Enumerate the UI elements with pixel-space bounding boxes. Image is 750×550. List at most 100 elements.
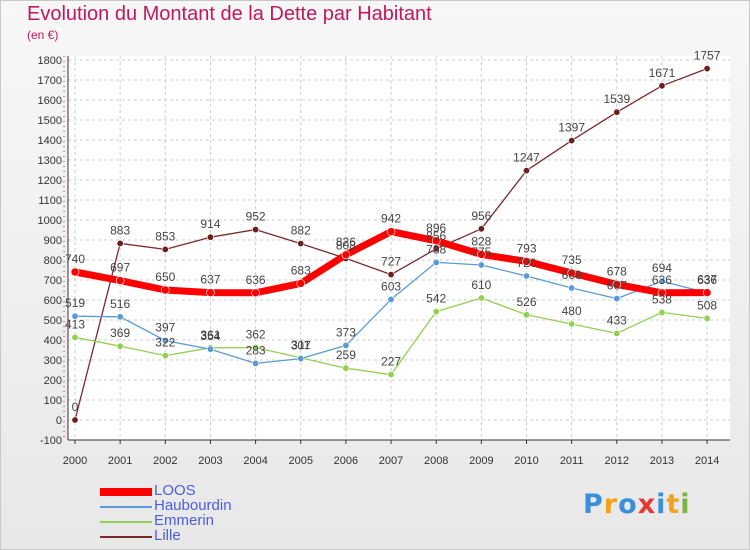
data-point-haubourdin <box>297 355 305 363</box>
data-label-haubourdin: 607 <box>607 279 627 293</box>
x-tick-label: 2002 <box>153 455 177 467</box>
data-label-lille: 856 <box>426 229 446 243</box>
data-point-lille <box>703 65 711 73</box>
data-label-loos: 636 <box>652 273 672 287</box>
data-point-lille <box>206 233 214 241</box>
logo-letter: r <box>603 489 619 520</box>
y-tick-label: 500 <box>44 315 62 327</box>
data-label-haubourdin: 516 <box>110 297 130 311</box>
data-label-loos: 637 <box>200 273 220 287</box>
data-point-loos <box>70 267 80 277</box>
x-tick-label: 2008 <box>424 455 448 467</box>
data-label-haubourdin: 519 <box>65 296 85 310</box>
data-point-emmerin <box>477 294 485 302</box>
data-point-loos <box>702 288 712 297</box>
x-tick-label: 2009 <box>469 455 493 467</box>
data-point-haubourdin <box>161 337 169 345</box>
data-point-lille <box>613 108 621 116</box>
legend-swatch-haubourdin <box>100 506 152 508</box>
data-label-loos: 650 <box>155 270 175 284</box>
data-label-loos: 896 <box>426 221 446 235</box>
y-tick-label: 200 <box>44 375 62 387</box>
y-tick-label: 900 <box>44 235 62 247</box>
logo-letter: i <box>680 489 691 520</box>
data-label-lille: 0 <box>72 400 79 414</box>
data-label-loos: 740 <box>65 252 85 266</box>
x-tick-label: 2001 <box>108 455 132 467</box>
data-label-lille: 952 <box>246 210 266 224</box>
data-point-lille <box>71 416 79 424</box>
y-tick-label: -100 <box>40 435 62 447</box>
data-point-lille <box>432 245 440 253</box>
legend-label-emmerin: Emmerin <box>154 512 215 529</box>
data-label-lille: 808 <box>336 238 356 252</box>
data-point-loos <box>612 280 622 289</box>
data-point-lille <box>568 137 576 145</box>
data-label-emmerin: 227 <box>381 355 401 369</box>
y-tick-label: 700 <box>44 275 62 287</box>
data-point-haubourdin <box>71 312 79 320</box>
x-tick-label: 2014 <box>695 455 719 467</box>
data-point-loos <box>115 276 125 285</box>
data-point-haubourdin <box>568 284 576 292</box>
data-label-lille: 1397 <box>558 121 585 135</box>
data-point-haubourdin <box>252 359 260 367</box>
y-tick-label: 1300 <box>38 155 62 167</box>
x-tick-label: 2006 <box>334 455 358 467</box>
data-point-haubourdin <box>613 295 621 303</box>
data-point-emmerin <box>703 314 711 322</box>
x-tick-label: 2000 <box>63 455 87 467</box>
y-tick-label: 1100 <box>38 195 62 207</box>
x-tick-label: 2007 <box>379 455 403 467</box>
data-label-lille: 727 <box>381 255 401 269</box>
data-label-loos: 683 <box>291 263 311 277</box>
data-label-haubourdin: 373 <box>336 325 356 339</box>
x-tick-label: 2005 <box>289 455 313 467</box>
data-point-lille <box>658 82 666 90</box>
data-label-haubourdin: 694 <box>652 261 672 275</box>
data-label-lille: 1671 <box>649 66 676 80</box>
logo-letter: P <box>583 489 604 520</box>
y-tick-label: 1500 <box>38 115 62 127</box>
data-label-loos: 828 <box>471 234 491 248</box>
y-tick-label: 1000 <box>38 215 62 227</box>
data-point-emmerin <box>116 342 124 350</box>
data-label-emmerin: 413 <box>65 317 85 331</box>
y-tick-label: 800 <box>44 255 62 267</box>
y-tick-label: 300 <box>44 355 62 367</box>
y-tick-label: 100 <box>44 395 62 407</box>
data-label-emmerin: 480 <box>562 304 582 318</box>
data-point-loos <box>341 250 351 260</box>
legend-label-haubourdin: Haubourdin <box>154 497 232 514</box>
data-label-emmerin: 322 <box>155 336 175 350</box>
legend-label-lille: Lille <box>154 527 181 544</box>
data-label-emmerin: 361 <box>200 328 220 342</box>
data-label-lille: 883 <box>110 223 130 237</box>
y-tick-label: 1600 <box>38 95 62 107</box>
data-point-loos <box>477 250 486 259</box>
data-label-emmerin: 311 <box>291 338 310 352</box>
data-label-lille: 914 <box>200 217 220 231</box>
data-label-lille: 853 <box>155 229 175 243</box>
y-tick-label: 1700 <box>38 75 62 87</box>
data-point-emmerin <box>613 329 621 337</box>
x-tick-label: 2010 <box>514 455 538 467</box>
data-label-emmerin: 610 <box>471 278 491 292</box>
data-point-haubourdin <box>387 295 395 303</box>
data-point-lille <box>387 271 395 279</box>
data-label-emmerin: 362 <box>246 328 266 342</box>
data-point-lille <box>522 167 530 175</box>
data-label-loos: 678 <box>607 264 627 278</box>
y-tick-label: 1400 <box>38 135 62 147</box>
data-label-emmerin: 369 <box>110 326 130 340</box>
data-point-haubourdin <box>432 258 440 266</box>
data-point-lille <box>297 240 305 248</box>
data-point-lille <box>161 245 169 253</box>
data-label-emmerin: 542 <box>426 292 446 306</box>
data-point-loos <box>161 285 170 295</box>
data-label-lille: 956 <box>471 209 491 223</box>
logo-letter: o <box>618 489 638 520</box>
data-point-haubourdin <box>658 277 666 285</box>
x-tick-label: 2004 <box>243 455 267 467</box>
